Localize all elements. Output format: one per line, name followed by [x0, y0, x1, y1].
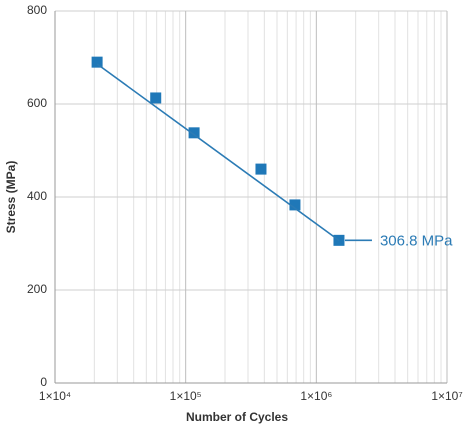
marker [289, 199, 301, 211]
y-tick-label: 0 [40, 375, 47, 389]
marker [255, 163, 267, 175]
marker [91, 56, 103, 68]
y-tick-label: 600 [27, 96, 47, 110]
y-axis-title: Stress (MPa) [4, 161, 18, 234]
x-tick-label: 1×10⁴ [39, 389, 71, 403]
x-axis-title: Number of Cycles [186, 410, 288, 424]
marker [188, 127, 200, 139]
x-tick-label: 1×10⁷ [431, 389, 462, 403]
marker [150, 92, 162, 104]
x-tick-label: 1×10⁶ [300, 389, 332, 403]
y-tick-label: 400 [27, 189, 47, 203]
y-tick-label: 800 [27, 3, 47, 17]
annotation: 306.8 MPa [380, 232, 453, 249]
x-tick-label: 1×10⁵ [170, 389, 202, 403]
y-tick-label: 200 [27, 282, 47, 296]
fit-line [96, 63, 340, 241]
